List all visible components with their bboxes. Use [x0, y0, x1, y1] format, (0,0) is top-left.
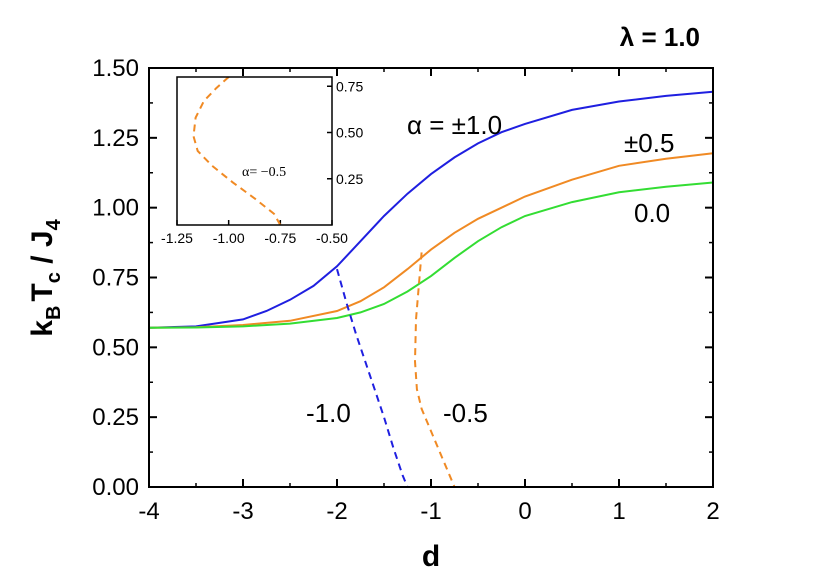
inset-y-tick-label: 0.25 [336, 171, 363, 187]
y-tick-label: 1.00 [92, 195, 139, 222]
inset-x-tick-label: -1.25 [161, 230, 193, 246]
y-tick-label: 1.50 [92, 55, 139, 82]
inset-x-tick-label: -0.50 [316, 230, 348, 246]
inset-background [177, 77, 332, 225]
x-tick-label: 2 [706, 498, 719, 525]
inset-frame [176, 76, 333, 226]
label-alpha-pm05: ±0.5 [624, 128, 674, 158]
x-tick-label: -2 [326, 498, 347, 525]
plot-frame [148, 67, 714, 488]
x-tick-label: -4 [138, 498, 159, 525]
inset-x-tick-label: -1.00 [213, 230, 245, 246]
label-alpha-pm1: α = ±1.0 [407, 110, 502, 140]
inset-y-tick-label: 0.50 [336, 125, 363, 141]
y-axis-title: kBTc / J4 [26, 218, 65, 336]
label-alpha-0: 0.0 [634, 198, 670, 228]
inset-curves [192, 76, 282, 226]
y-tick-label: 0.25 [92, 404, 139, 431]
x-axis-title: d [422, 540, 440, 573]
main-axes-ticks: -4 -3 -2 -1 0 1 2 0.00 0.25 0.50 0.75 1.00 1.25 1.50 [92, 55, 719, 525]
series-line--1p0-dashed [336, 268, 409, 488]
x-tick-label: 1 [612, 498, 625, 525]
series-line-0p0 [148, 181, 714, 329]
inset-series-line---0p5 [192, 76, 282, 226]
inset-label: α= −0.5 [242, 165, 286, 180]
y-tick-label: 0.50 [92, 334, 139, 361]
series-line--0p5 [148, 152, 714, 329]
y-tick-label: 0.00 [92, 474, 139, 501]
label-alpha-m05: -0.5 [443, 398, 488, 428]
series-line--1p0 [148, 90, 714, 329]
y-tick-label: 1.25 [92, 125, 139, 152]
inset-axes-ticks: -1.25 -1.00 -0.75 -0.50 0.25 0.50 0.75 [161, 78, 363, 246]
label-alpha-m1: -1.0 [306, 398, 351, 428]
x-tick-label: -1 [420, 498, 441, 525]
series-line--0p5-dashed [413, 252, 456, 488]
chart-title: λ = 1.0 [620, 22, 700, 52]
x-tick-label: -3 [232, 498, 253, 525]
x-tick-label: 0 [518, 498, 531, 525]
inset-y-tick-label: 0.75 [336, 78, 363, 94]
inset-x-tick-label: -0.75 [264, 230, 296, 246]
main-curves [148, 90, 714, 488]
y-tick-label: 0.75 [92, 265, 139, 292]
